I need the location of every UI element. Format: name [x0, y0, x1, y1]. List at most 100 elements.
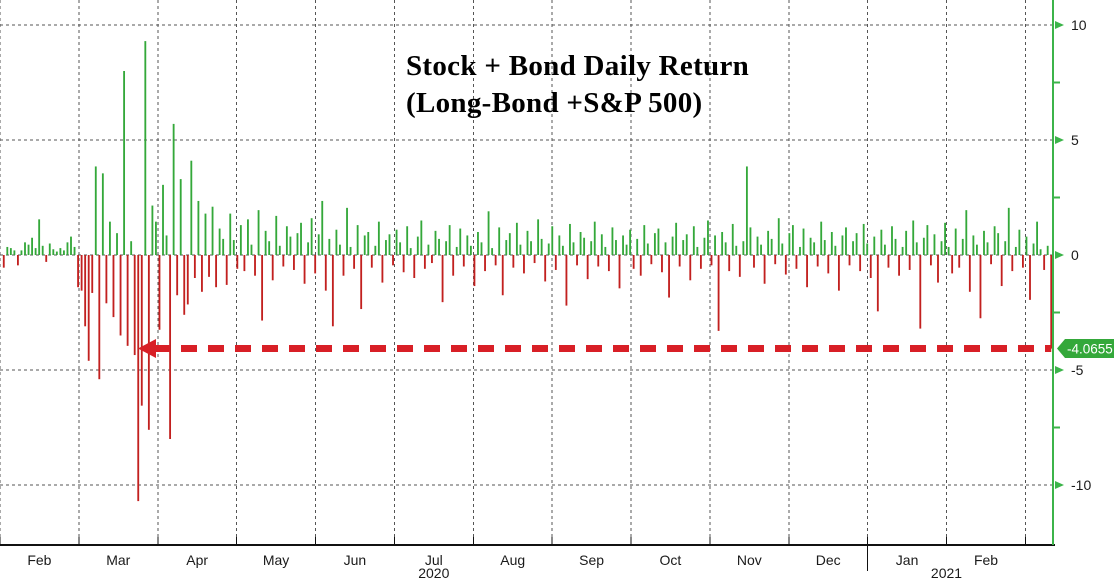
bar — [799, 246, 801, 255]
y-tick-label: 0 — [1071, 247, 1079, 263]
bar — [473, 255, 476, 287]
bar — [285, 226, 288, 255]
bar — [915, 242, 918, 255]
bar — [406, 226, 409, 255]
bar — [997, 233, 1000, 255]
bar — [80, 255, 83, 291]
y-tick-label: -5 — [1071, 362, 1084, 378]
bar — [983, 230, 985, 255]
bar — [24, 242, 26, 255]
x-tick-label: Dec — [816, 552, 841, 568]
bar — [448, 225, 451, 255]
bar — [533, 255, 536, 264]
bar — [137, 255, 140, 502]
bar — [172, 123, 175, 256]
bar — [710, 255, 713, 266]
bar — [944, 222, 946, 255]
bar — [636, 238, 639, 255]
bar — [215, 255, 218, 288]
bar — [898, 255, 900, 276]
bar — [618, 255, 621, 289]
bar — [859, 255, 862, 272]
bar — [558, 235, 561, 255]
bar — [328, 238, 331, 255]
y-axis-tick-labels: 10 5 0 -5 -10 — [1071, 17, 1091, 493]
bar — [229, 213, 232, 255]
bar — [901, 246, 904, 255]
bar — [540, 238, 543, 255]
bar — [434, 230, 437, 255]
bar — [1036, 221, 1038, 255]
bar — [530, 241, 532, 255]
bar — [52, 249, 55, 255]
y-tick-marker — [1055, 21, 1064, 29]
bar — [190, 160, 193, 255]
bar — [632, 255, 635, 269]
bar — [268, 241, 271, 255]
bar — [526, 230, 529, 255]
x-tick-label: Jan — [896, 552, 919, 568]
bar — [629, 229, 632, 255]
bar — [158, 255, 161, 330]
bar — [653, 233, 656, 255]
bar — [307, 242, 310, 255]
x-tick-label: Mar — [106, 552, 130, 568]
bar — [133, 255, 136, 356]
bar — [20, 250, 23, 255]
bar — [813, 242, 816, 255]
bar — [699, 255, 702, 269]
bar — [462, 255, 465, 267]
bar — [250, 244, 253, 255]
bar — [501, 255, 504, 296]
bar — [112, 255, 115, 318]
bar — [519, 244, 522, 255]
bar — [34, 248, 37, 255]
x-tick-label: Jul — [425, 552, 443, 568]
y-tick-label: 5 — [1071, 132, 1079, 148]
bar — [169, 255, 172, 439]
x-tick-label: Apr — [186, 552, 208, 568]
bar — [880, 229, 883, 255]
bar — [1043, 255, 1046, 270]
bar — [1007, 207, 1010, 255]
bar — [523, 255, 525, 274]
bar — [27, 244, 30, 255]
bar — [848, 255, 851, 266]
bar — [388, 234, 391, 255]
bar — [788, 233, 791, 255]
bar — [1022, 255, 1024, 268]
bar — [763, 255, 766, 284]
bar — [477, 232, 479, 255]
bar — [491, 248, 494, 255]
bar — [261, 255, 264, 321]
bar — [55, 251, 58, 255]
bar — [335, 229, 338, 255]
bar — [321, 200, 324, 255]
bar — [119, 255, 122, 336]
bar — [293, 255, 295, 270]
bar — [569, 223, 571, 255]
bar — [484, 255, 486, 272]
bar — [922, 237, 925, 255]
bar — [579, 232, 582, 255]
bar — [965, 210, 968, 255]
bar — [717, 255, 720, 331]
last-value-badge: -4.0655 — [1057, 339, 1114, 359]
bar — [126, 255, 129, 346]
x-tick-label: Oct — [660, 552, 682, 568]
arrow-head — [138, 339, 156, 359]
bar — [728, 255, 731, 272]
bar — [671, 236, 674, 255]
bar — [993, 226, 996, 255]
bar — [70, 236, 72, 255]
bar — [1025, 236, 1028, 255]
bar — [515, 222, 518, 255]
bar — [197, 200, 200, 255]
bar — [17, 255, 19, 266]
bar — [929, 255, 932, 266]
bar — [303, 255, 306, 284]
bar — [275, 215, 278, 255]
bar — [101, 173, 104, 255]
bar — [990, 255, 992, 265]
